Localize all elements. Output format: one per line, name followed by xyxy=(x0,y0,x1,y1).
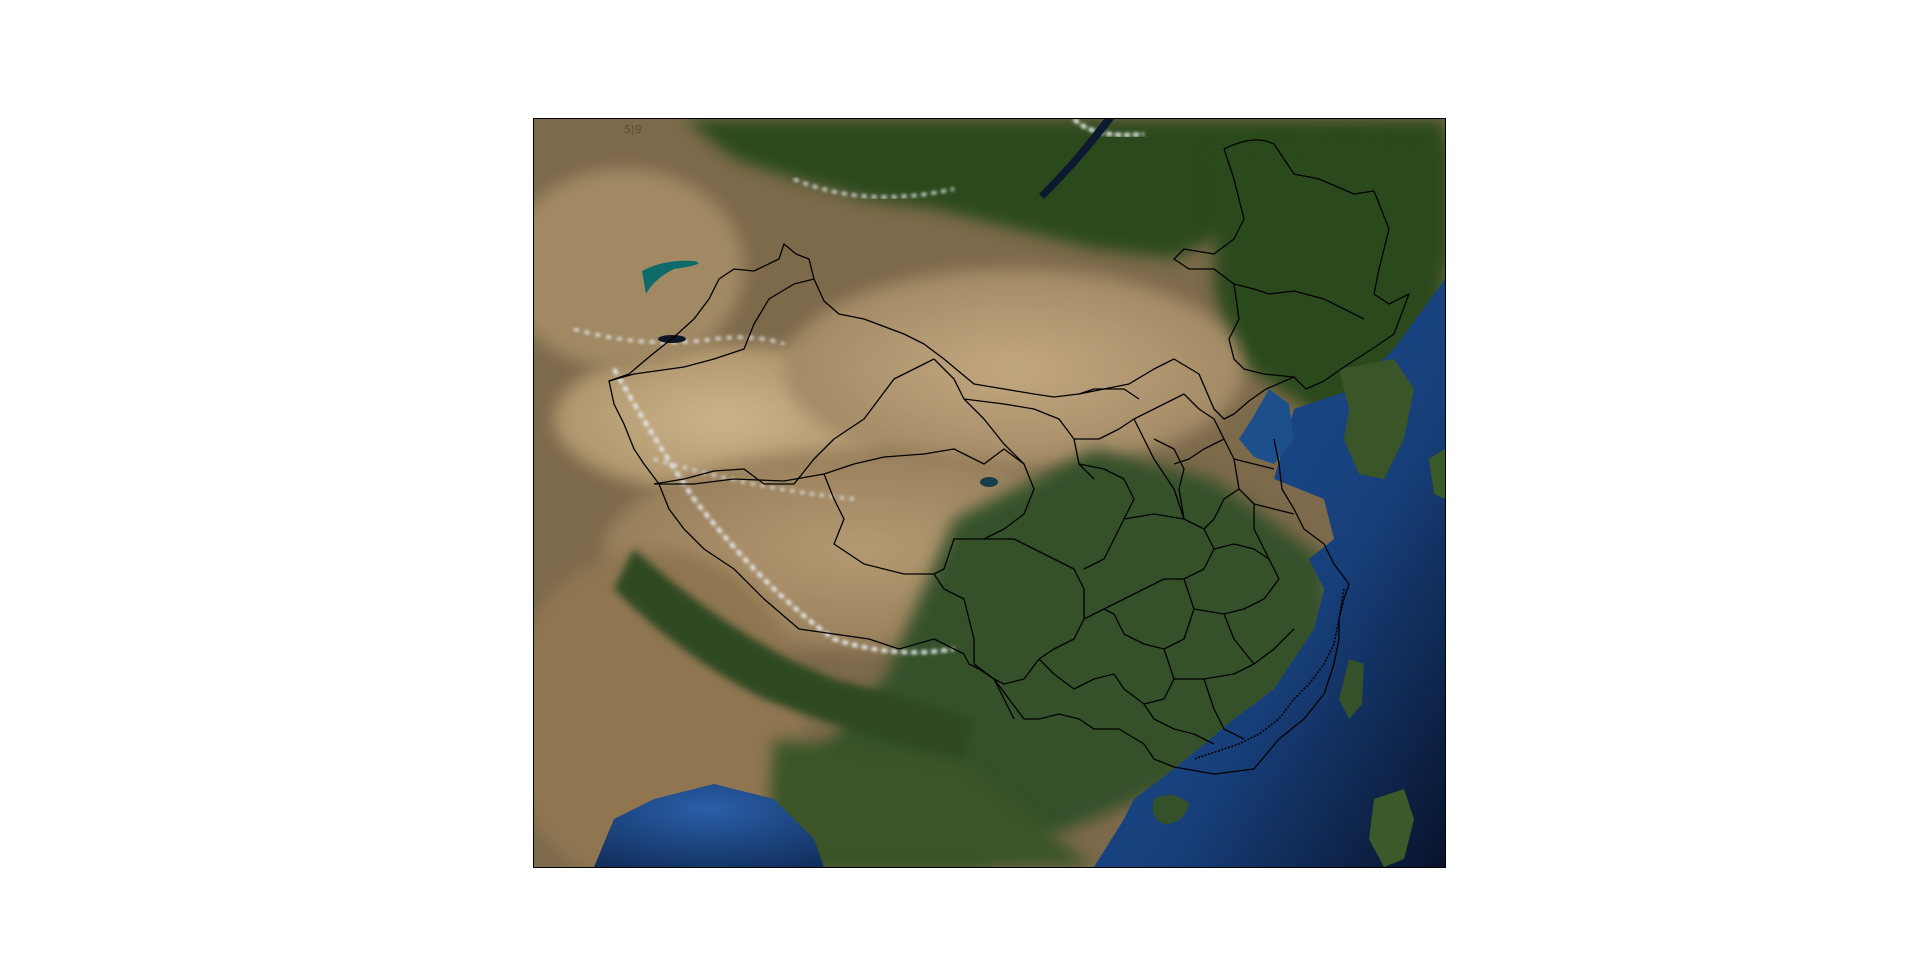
qinghai-lake xyxy=(980,477,998,487)
china-national-border xyxy=(608,139,1410,775)
imagery-stamp: 5|9 xyxy=(624,123,642,136)
japan-kyushu xyxy=(1429,449,1445,499)
altai-snow xyxy=(793,177,955,199)
taiwan-island xyxy=(1339,659,1364,719)
satellite-map[interactable]: 5|9 xyxy=(534,119,1445,867)
kazakh-steppe xyxy=(534,169,744,369)
tibet-boundary xyxy=(654,473,975,664)
bay-of-bengal xyxy=(594,784,824,867)
balkhash-lake xyxy=(642,260,699,294)
bohai-sea xyxy=(1239,389,1294,464)
korean-peninsula xyxy=(1339,359,1414,479)
himalaya-snow xyxy=(612,368,955,655)
boundary-lines xyxy=(608,139,1410,775)
kunlun-snow xyxy=(653,457,855,501)
luzon-island xyxy=(1369,789,1414,867)
himalaya-vegetation xyxy=(614,549,974,759)
gobi-desert xyxy=(784,269,1244,469)
xinjiang-boundary xyxy=(608,278,935,485)
map-axes[interactable]: 5|9 xyxy=(533,118,1446,868)
hainan-island xyxy=(1152,795,1189,824)
baikal-lake xyxy=(1039,119,1114,199)
southeast-coastline xyxy=(1193,588,1345,760)
southeast-asia-vegetation xyxy=(764,739,1094,867)
north-china-boundaries xyxy=(1133,393,1295,560)
central-provinces xyxy=(1078,438,1295,745)
tianshan-snow xyxy=(573,327,785,346)
yunnan-boundary xyxy=(973,658,1115,720)
northeast-boundaries xyxy=(1173,148,1365,378)
